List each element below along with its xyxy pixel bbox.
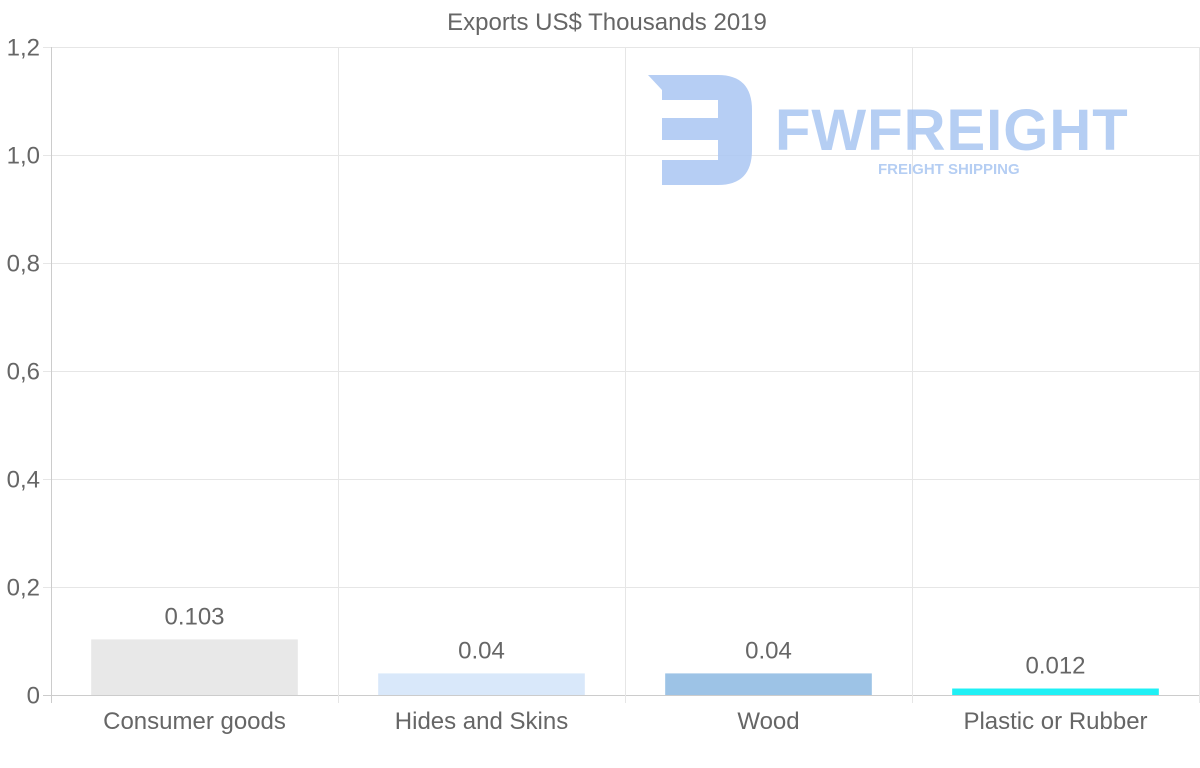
y-tick-label: 0,2 bbox=[7, 575, 40, 602]
watermark-tagline: FREIGHT SHIPPING bbox=[878, 161, 1020, 178]
x-tick-label: Hides and Skins bbox=[395, 708, 568, 735]
bars bbox=[91, 639, 1159, 695]
y-tick-label: 1,2 bbox=[7, 35, 40, 62]
y-tick-label: 0 bbox=[27, 683, 40, 710]
data-label: 0.103 bbox=[164, 603, 224, 630]
bar-hides-and-skins[interactable] bbox=[378, 673, 585, 695]
x-tick-label: Consumer goods bbox=[103, 708, 286, 735]
y-tick-label: 0,6 bbox=[7, 359, 40, 386]
fw-logo-icon bbox=[648, 75, 752, 185]
axes: 0 0,2 0,4 0,6 0,8 1,0 1,2 Consumer goods Hides a… bbox=[7, 35, 1148, 736]
watermark-logo: FWFREIGHT FREIGHT SHIPPING bbox=[648, 75, 1129, 185]
data-label: 0.012 bbox=[1025, 653, 1085, 680]
y-tick-label: 0,8 bbox=[7, 251, 40, 278]
x-tick-label: Wood bbox=[737, 708, 799, 735]
bar-consumer-goods[interactable] bbox=[91, 639, 298, 695]
data-labels: 0.103 0.04 0.04 0.012 bbox=[164, 603, 1085, 679]
y-tick-label: 0,4 bbox=[7, 467, 40, 494]
bar-plastic-or-rubber[interactable] bbox=[952, 688, 1159, 695]
data-label: 0.04 bbox=[745, 637, 792, 664]
x-tick-label: Plastic or Rubber bbox=[963, 708, 1147, 735]
chart-title: Exports US$ Thousands 2019 bbox=[447, 9, 767, 36]
data-label: 0.04 bbox=[458, 637, 505, 664]
bar-wood[interactable] bbox=[665, 673, 872, 695]
watermark-brand-text: FWFREIGHT bbox=[775, 98, 1129, 163]
y-tick-label: 1,0 bbox=[7, 143, 40, 170]
